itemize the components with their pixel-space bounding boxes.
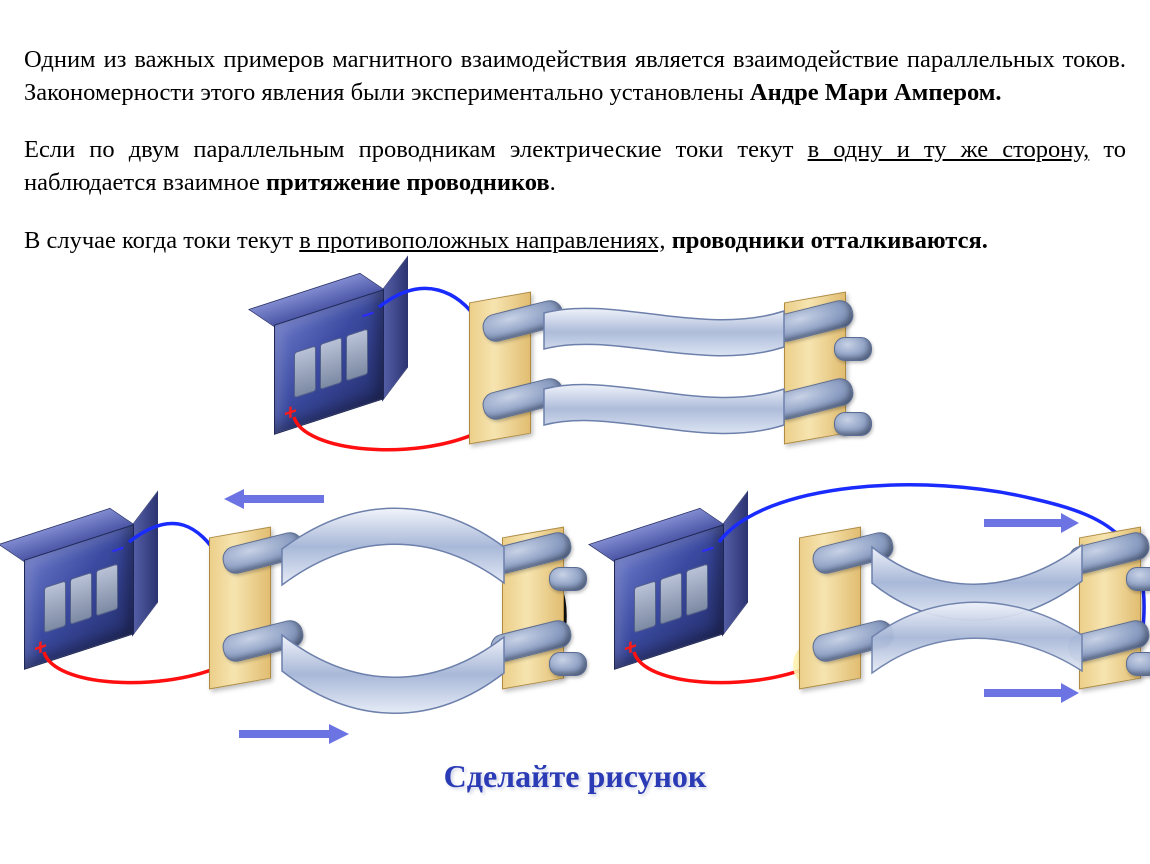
diagram-caption: Сделайте рисунок: [24, 758, 1126, 795]
p2-text-u: в одну и ту же сторону,: [808, 136, 1090, 163]
experiment-initial: – +: [274, 277, 874, 477]
diagram-area: – +: [24, 277, 1126, 797]
p2-text-a: Если по двум параллельным проводникам эл…: [24, 136, 808, 163]
p3-text-a: В случае когда токи текут: [24, 227, 299, 254]
p2-text-c: притяжение проводников: [266, 169, 550, 196]
experiment-repel: – +: [24, 487, 584, 747]
paragraph-1: Одним из важных примеров магнитного взаи…: [24, 43, 1126, 109]
paragraph-2: Если по двум параллельным проводникам эл…: [24, 133, 1126, 199]
p1-text-b: Андре Мари Ампером.: [750, 79, 1002, 106]
p3-text-c: проводники отталкиваются.: [672, 227, 988, 254]
ribbons-repel: [24, 487, 584, 747]
p2-text-d: .: [550, 169, 556, 196]
experiment-attract: – +: [614, 487, 1150, 747]
p3-text-u: в противоположных направлениях,: [299, 227, 665, 254]
ribbons-initial: [274, 277, 894, 487]
paragraph-3: В случае когда токи текут в противополож…: [24, 224, 1126, 257]
ribbons-attract: [614, 487, 1150, 747]
